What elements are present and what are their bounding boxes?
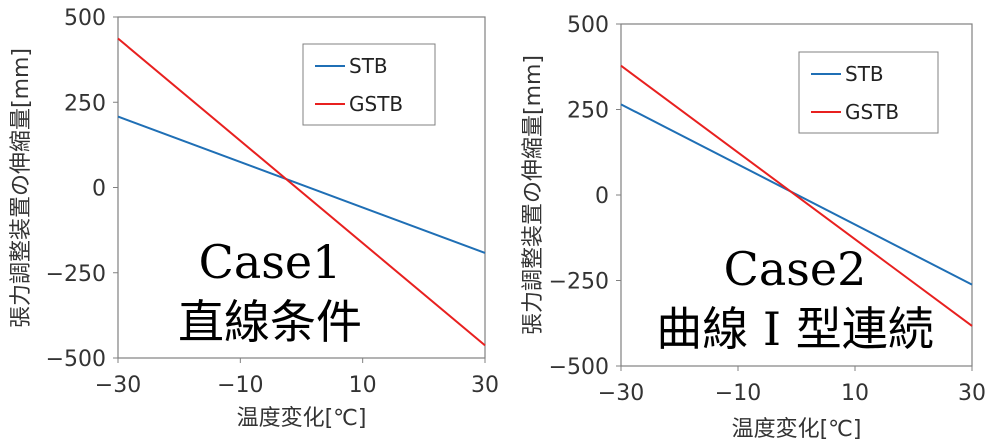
legend-box: [798, 51, 939, 134]
series-line-stb: [117, 115, 486, 254]
x-tick-label: −10: [715, 381, 761, 406]
x-axis-label: 温度変化[℃]: [732, 417, 862, 442]
case-annotation-condition: 曲線 I 型連続: [656, 302, 933, 356]
case-annotation-title: Case1: [199, 235, 342, 289]
case-annotation-condition: 直線条件: [178, 295, 362, 349]
legend: STB GSTB: [302, 43, 436, 126]
y-tick-label: 0: [92, 177, 106, 202]
x-tick-label: −30: [598, 381, 644, 406]
y-axis-label: 張力調整装置の伸縮量[mm]: [521, 55, 546, 335]
x-axis-label: 温度変化[℃]: [237, 406, 367, 431]
x-tick-label: 30: [471, 373, 499, 398]
legend: STB GSTB: [798, 51, 939, 134]
series-line-gstb: [620, 64, 973, 327]
y-tick-label: −250: [46, 262, 106, 287]
x-tick-label: 10: [841, 381, 869, 406]
y-tick-label: −500: [549, 355, 609, 380]
x-tick-label: −10: [217, 373, 263, 398]
case-annotation-title: Case2: [724, 242, 867, 296]
series-line-gstb: [117, 37, 486, 347]
legend-label: GSTB: [349, 92, 403, 116]
y-tick-label: 500: [567, 13, 609, 38]
x-tick-label: −30: [95, 373, 141, 398]
y-tick-label: −500: [46, 347, 106, 372]
y-tick-label: 250: [567, 99, 609, 124]
x-tick-label: 30: [958, 381, 986, 406]
y-tick-label: 500: [64, 6, 106, 31]
chart-panel-2: 500 250 0 −250 −500−30 −10 10 30 温度変化[℃] 張力調整装置の伸…: [521, 13, 986, 442]
y-tick-label: 0: [595, 184, 609, 209]
legend-box: [302, 43, 436, 126]
chart-panel-1: 500 250 0 −250 −500−30 −10 10 30 温度変化[℃] 張力調整装置の伸…: [9, 6, 499, 431]
series-line-stb: [620, 103, 973, 286]
legend-label: STB: [349, 54, 388, 78]
y-tick-label: −250: [549, 270, 609, 295]
legend-label: STB: [845, 62, 884, 86]
legend-label: GSTB: [845, 100, 899, 124]
y-axis-label: 張力調整装置の伸縮量[mm]: [9, 48, 34, 328]
y-tick-label: 250: [64, 91, 106, 116]
x-tick-label: 10: [349, 373, 377, 398]
